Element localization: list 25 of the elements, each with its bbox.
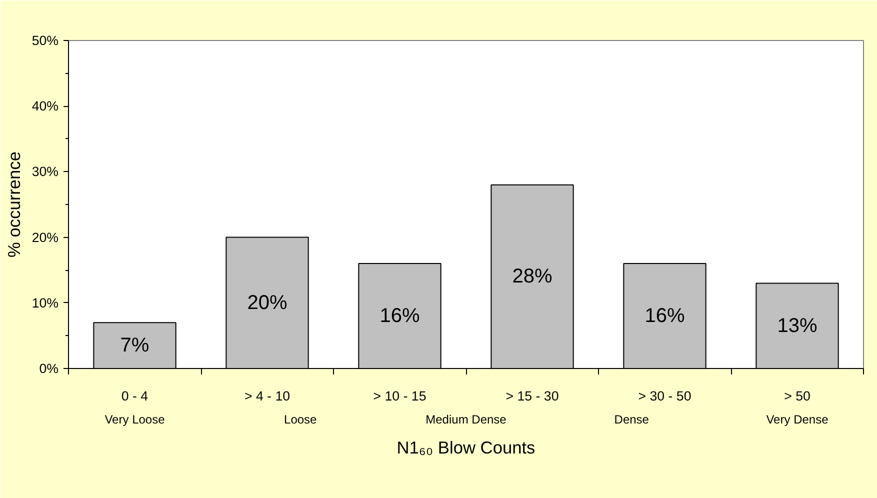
y-tick-label: 10% — [32, 295, 59, 310]
y-tick-label: 50% — [32, 33, 59, 48]
data-label: 13% — [777, 314, 818, 337]
x-tick-label: > 4 - 10 — [244, 388, 290, 404]
x-axis-title: N1₆₀ Blow Counts — [396, 438, 536, 458]
data-label: 20% — [247, 292, 288, 314]
y-tick-label: 20% — [32, 230, 59, 245]
x-tick-label: > 50 — [784, 388, 810, 404]
y-axis-title: % occurrence — [4, 152, 24, 258]
text: Dense — [614, 412, 650, 426]
data-label: 7% — [120, 334, 150, 357]
data-label: 28% — [512, 266, 552, 288]
x-tick-label: > 30 - 50 — [638, 388, 692, 404]
y-tick-label: 30% — [32, 164, 59, 180]
text: Very Dense — [766, 412, 829, 426]
data-label: 16% — [380, 305, 420, 328]
text: Very Loose — [104, 412, 166, 426]
data-label: 16% — [644, 305, 685, 328]
y-tick-label: 40% — [32, 98, 59, 114]
x-tick-label: > 15 - 30 — [506, 388, 559, 404]
x-tick-label: > 10 - 15 — [373, 388, 426, 404]
y-tick-label: 0% — [39, 361, 59, 376]
x-tick-label: 0 - 4 — [121, 388, 149, 404]
text: Loose — [284, 412, 318, 426]
text: Medium Dense — [426, 412, 507, 426]
